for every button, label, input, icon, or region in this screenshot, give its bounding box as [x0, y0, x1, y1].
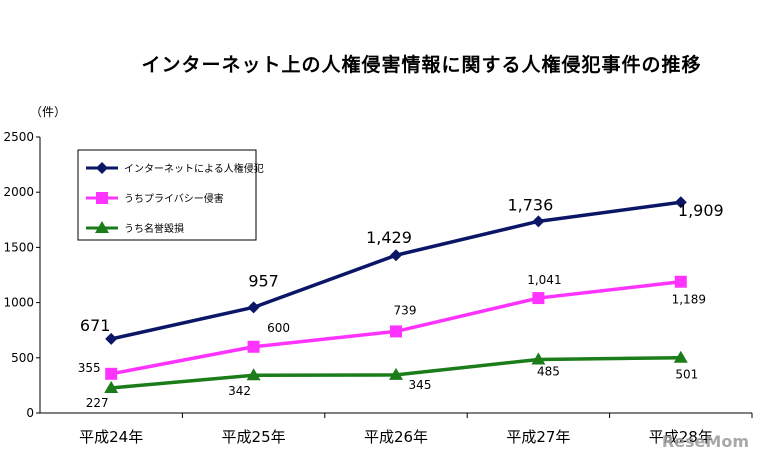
data-point — [532, 215, 545, 228]
data-label: 600 — [267, 321, 290, 335]
data-point — [674, 275, 687, 288]
data-label: 671 — [80, 316, 111, 335]
data-label: 1,041 — [527, 273, 561, 287]
data-point — [105, 367, 118, 380]
data-label: 739 — [394, 303, 417, 317]
data-label: 957 — [248, 271, 279, 290]
y-tick-label: 500 — [11, 351, 34, 365]
legend-label: インターネットによる人権侵犯 — [124, 162, 264, 175]
y-tick-label: 0 — [26, 406, 34, 420]
data-point — [674, 196, 687, 209]
legend-marker — [96, 162, 108, 174]
data-point — [246, 368, 261, 381]
data-label: 1,909 — [678, 201, 724, 220]
legend-marker — [95, 221, 109, 233]
data-label: 227 — [86, 396, 109, 410]
data-label: 1,429 — [366, 228, 412, 247]
x-tick-label: 平成26年 — [364, 428, 428, 446]
data-point — [247, 340, 260, 353]
chart-title: インターネット上の人権侵害情報に関する人権侵犯事件の推移 — [141, 54, 702, 76]
data-label: 345 — [409, 378, 432, 392]
data-point — [390, 325, 402, 338]
data-label: 501 — [675, 368, 698, 382]
legend-marker — [96, 192, 108, 204]
data-point — [247, 301, 260, 314]
data-label: 1,736 — [507, 195, 553, 214]
y-tick-label: 2500 — [3, 130, 34, 144]
data-point — [104, 380, 119, 393]
x-tick-label: 平成25年 — [222, 428, 286, 446]
x-tick-label: 平成28年 — [649, 428, 713, 446]
data-label: 485 — [537, 364, 560, 378]
data-point — [389, 367, 403, 380]
data-point — [532, 292, 545, 305]
x-tick-label: 平成27年 — [506, 428, 570, 446]
data-point — [531, 352, 546, 365]
legend-label: うち名誉毀損 — [124, 222, 184, 235]
y-tick-label: 1500 — [3, 240, 34, 254]
data-label: 342 — [228, 384, 251, 398]
data-point — [673, 350, 688, 363]
x-tick-label: 平成24年 — [79, 428, 143, 446]
data-label: 355 — [78, 361, 101, 375]
legend-label: うちプライバシー侵害 — [124, 192, 224, 205]
y-tick-label: 2000 — [3, 185, 34, 199]
data-point — [390, 249, 402, 262]
y-unit-label: （件） — [30, 105, 67, 119]
y-tick-label: 1000 — [3, 296, 34, 310]
data-label: 1,189 — [672, 293, 706, 307]
data-point — [105, 332, 118, 345]
watermark-logo: ReseMom — [661, 432, 749, 451]
